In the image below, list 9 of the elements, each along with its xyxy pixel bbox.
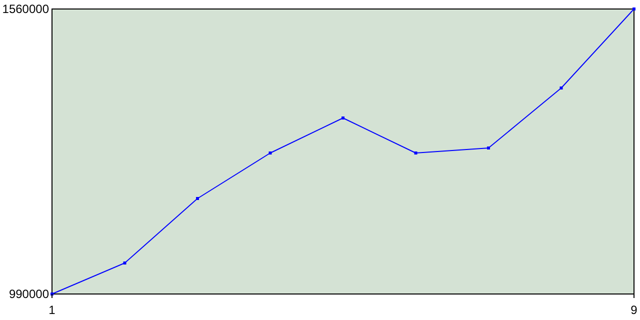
point — [414, 152, 418, 154]
line-series — [50, 8, 636, 296]
x-tick-label: 1 — [48, 303, 56, 317]
point — [268, 152, 272, 154]
y-tick-label: 990000 — [8, 287, 50, 301]
y-tick-label: 1560000 — [2, 2, 50, 16]
point — [123, 262, 126, 264]
x-tick-label: 9 — [630, 303, 638, 317]
point — [560, 86, 563, 90]
